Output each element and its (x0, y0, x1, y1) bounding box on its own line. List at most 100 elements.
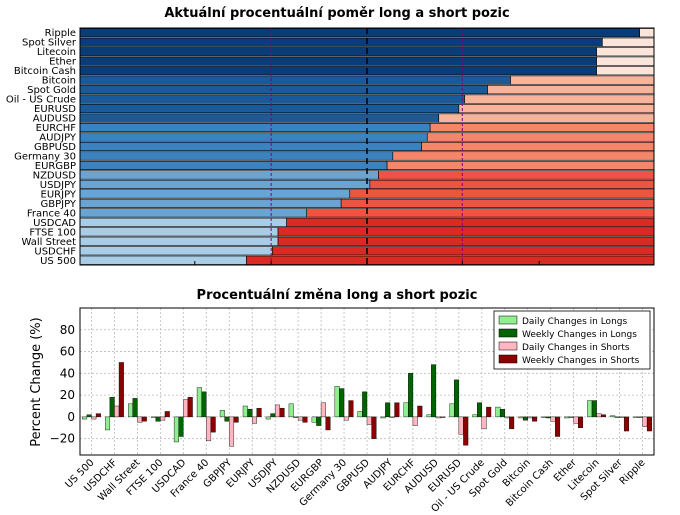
change-bar (389, 416, 395, 418)
change-bar (270, 413, 276, 418)
change-bar (486, 406, 492, 418)
change-bar (320, 402, 326, 418)
legend-swatch (498, 341, 518, 351)
change-bar (178, 416, 184, 437)
change-bar (339, 388, 345, 418)
category-label: FTSE 100 (29, 227, 76, 238)
change-bar (91, 416, 97, 420)
change-bar (316, 416, 322, 426)
change-bar (591, 400, 597, 418)
short-bar-23 (271, 246, 655, 256)
category-label: Bitcoin Cash (14, 66, 76, 77)
short-bar-15 (378, 170, 655, 180)
x-category-label: US 500 (63, 457, 96, 490)
change-bar (637, 416, 643, 418)
chart2-frame (79, 307, 655, 456)
chart1-x-ticks: 0.020.033.350.066.680.0100.0 (79, 261, 655, 265)
change-bar (109, 397, 115, 418)
long-bar-19 (79, 208, 308, 218)
chart2-title: Procentuální změna long a short pozic (197, 288, 478, 303)
y-tick-label: 60 (60, 345, 75, 359)
change-bar (141, 416, 147, 422)
change-bar (380, 416, 386, 419)
y-tick-label: 20 (60, 388, 75, 402)
change-bar (472, 414, 478, 418)
change-bar (564, 416, 570, 419)
short-bar-1 (602, 37, 655, 47)
change-bar (137, 416, 143, 423)
long-bar-18 (79, 198, 342, 208)
change-bar (219, 410, 225, 418)
change-bar (527, 416, 533, 419)
legend-swatch (498, 315, 518, 325)
category-label: GBPJPY (40, 199, 76, 210)
change-bar (403, 402, 409, 418)
short-bar-18 (340, 198, 655, 208)
change-bar (229, 416, 235, 447)
change-bar (242, 405, 248, 418)
x-category-label: AUDUSD (403, 457, 442, 496)
change-bar (646, 416, 652, 432)
change-bar (201, 391, 207, 418)
long-bar-2 (79, 47, 597, 57)
short-bar-7 (464, 94, 655, 104)
short-bar-2 (596, 47, 655, 57)
change-bar (293, 416, 299, 418)
short-bar-16 (369, 179, 655, 189)
change-bar (417, 405, 423, 418)
change-bar (95, 413, 101, 418)
change-bar (150, 416, 156, 418)
chart1-reference-lines (270, 28, 463, 265)
long-bar-9 (79, 113, 440, 123)
change-bar (426, 414, 432, 418)
change-bar (274, 404, 280, 418)
y-tick-label: 40 (60, 366, 75, 380)
change-bar (371, 416, 377, 439)
x-category-label: Bitcoin Cash (504, 457, 556, 509)
change-bar (454, 379, 460, 418)
change-bar (196, 387, 202, 418)
change-bar (385, 402, 391, 418)
category-label: Spot Gold (27, 85, 76, 96)
x-category-label: GBPUSD (335, 457, 373, 495)
x-category-label: Litecoin (566, 457, 601, 492)
chart1-bars (79, 28, 655, 265)
change-bar (642, 416, 648, 427)
category-label: GBPUSD (34, 142, 76, 153)
short-bar-5 (510, 75, 655, 85)
short-bar-4 (596, 66, 655, 76)
y-tick-label: 0 (67, 410, 75, 424)
change-bar (82, 416, 88, 420)
x-category-label: Spot Gold (468, 457, 510, 499)
long-bar-22 (79, 236, 279, 246)
change-bar (334, 386, 340, 418)
legend-label: Daily Changes in Longs (522, 317, 627, 327)
category-label: Germany 30 (14, 151, 76, 162)
category-label: AUDJPY (39, 133, 77, 144)
change-bar (587, 400, 593, 418)
long-bar-3 (79, 56, 597, 66)
change-bar (288, 403, 294, 418)
x-category-label: USDCAD (150, 457, 188, 495)
category-label: AUDUSD (33, 114, 77, 125)
legend-label: Daily Changes in Shorts (522, 343, 630, 353)
category-label: USDCHF (34, 246, 76, 257)
change-bar (224, 416, 230, 422)
change-bar (251, 416, 257, 424)
change-bar (458, 416, 464, 435)
long-bar-17 (79, 189, 351, 199)
change-bar (412, 416, 418, 426)
change-bar (522, 416, 528, 421)
x-category-label: Spot Silver (579, 457, 626, 504)
change-bar (518, 416, 524, 419)
x-category-label: Germany 30 (298, 457, 350, 509)
change-bar (555, 416, 561, 437)
legend-label: Weekly Changes in Shorts (522, 356, 640, 366)
change-bar (210, 416, 216, 433)
long-bar-16 (79, 179, 371, 189)
change-bar (499, 409, 505, 418)
long-bar-11 (79, 132, 428, 142)
short-bar-13 (392, 151, 655, 161)
change-bar (155, 416, 161, 422)
long-bar-14 (79, 160, 388, 171)
